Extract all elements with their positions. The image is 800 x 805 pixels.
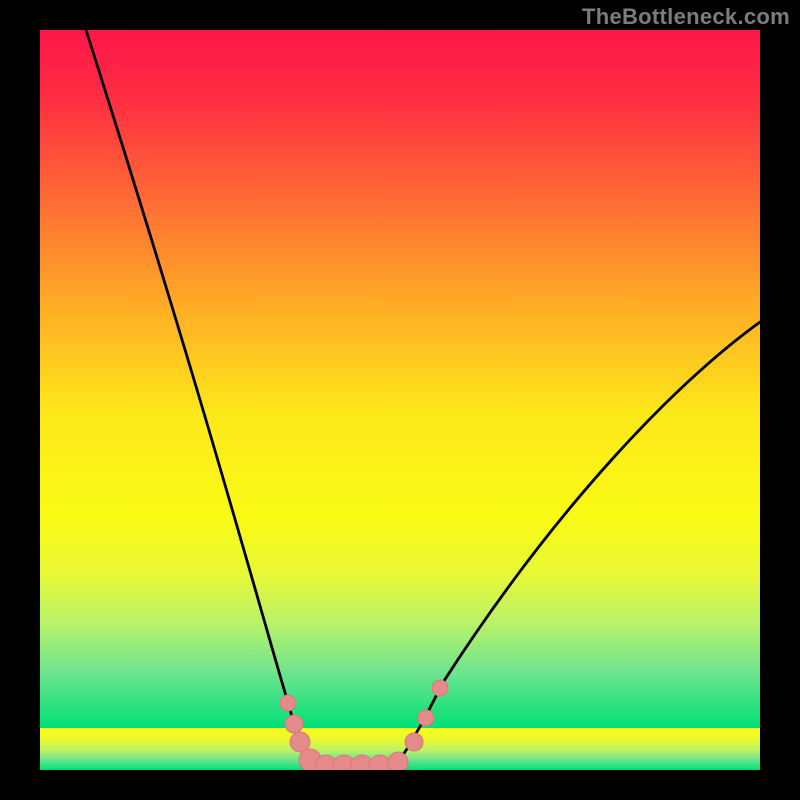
data-marker — [432, 680, 448, 696]
data-marker — [280, 695, 296, 711]
chart-container — [0, 0, 800, 800]
chart-svg — [0, 0, 800, 800]
data-marker — [418, 710, 434, 726]
gradient-bg — [40, 30, 760, 728]
watermark-label: TheBottleneck.com — [582, 4, 790, 30]
data-marker — [405, 733, 423, 751]
data-marker — [285, 715, 303, 733]
data-marker — [388, 752, 408, 772]
